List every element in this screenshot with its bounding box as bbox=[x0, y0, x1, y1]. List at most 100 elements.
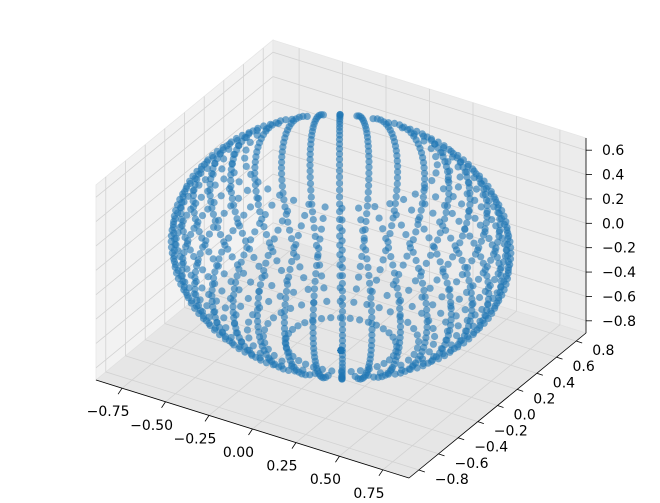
x-tick-label: 0.50 bbox=[310, 472, 341, 488]
scatter-point bbox=[187, 230, 195, 239]
z-tick-label: 0.6 bbox=[602, 143, 624, 159]
scatter-point bbox=[483, 272, 491, 280]
scatter-point bbox=[215, 255, 223, 263]
scatter-point bbox=[205, 230, 213, 238]
scatter-point bbox=[264, 185, 272, 193]
scatter-point bbox=[179, 277, 187, 285]
scatter-point bbox=[484, 301, 492, 309]
scatter-point bbox=[386, 200, 394, 208]
scatter-point bbox=[235, 265, 243, 273]
scatter-point bbox=[304, 285, 312, 293]
scatter-point bbox=[254, 300, 262, 308]
scatter-point bbox=[273, 257, 281, 265]
scatter-point bbox=[213, 261, 221, 269]
x-tick-label: 0.25 bbox=[266, 459, 297, 475]
scatter-point bbox=[254, 317, 262, 325]
scatter-point bbox=[477, 237, 485, 245]
scatter-point bbox=[397, 221, 405, 229]
y-tick-mark bbox=[576, 340, 583, 344]
scatter-point bbox=[281, 330, 289, 338]
scatter-point bbox=[338, 279, 346, 288]
scatter-point bbox=[307, 186, 315, 194]
scatter-point bbox=[218, 165, 226, 173]
scatter-point bbox=[225, 145, 233, 153]
scatter-point bbox=[318, 272, 326, 280]
scatter-point bbox=[292, 241, 300, 249]
scatter-point bbox=[491, 276, 499, 284]
scatter-point bbox=[492, 222, 500, 230]
scatter-point bbox=[421, 175, 429, 183]
scatter-point bbox=[380, 359, 388, 368]
scatter-point bbox=[368, 314, 376, 322]
scatter-point bbox=[305, 200, 313, 208]
scatter-point bbox=[310, 292, 318, 300]
scatter-point bbox=[497, 283, 505, 291]
scatter-point bbox=[438, 293, 446, 301]
scatter-point bbox=[280, 196, 288, 204]
scatter-point bbox=[405, 286, 413, 294]
scatter-point bbox=[356, 316, 364, 324]
scatter-point bbox=[190, 224, 198, 232]
scatter-point bbox=[365, 271, 373, 280]
scatter-point bbox=[461, 306, 469, 314]
scatter-point bbox=[244, 294, 252, 303]
scatter-point bbox=[420, 225, 428, 233]
scatter-point bbox=[367, 294, 375, 302]
scatter-point bbox=[309, 216, 317, 224]
scatter-point bbox=[338, 301, 347, 309]
scatter-point bbox=[243, 326, 251, 334]
scatter-point bbox=[229, 308, 237, 316]
scatter-point bbox=[356, 262, 364, 271]
scatter-point bbox=[204, 205, 212, 213]
scatter-point bbox=[335, 193, 344, 201]
scatter-point bbox=[197, 193, 205, 201]
scatter-point bbox=[476, 293, 484, 302]
scatter-point bbox=[254, 178, 262, 186]
scatter-point bbox=[394, 162, 402, 170]
scatter-point bbox=[191, 174, 199, 182]
scatter-point bbox=[228, 195, 236, 203]
scatter-point bbox=[237, 258, 245, 266]
scatter-point bbox=[255, 262, 263, 270]
z-tick-label: 0.2 bbox=[602, 192, 624, 208]
scatter-point bbox=[228, 159, 236, 168]
scatter-point bbox=[255, 328, 263, 336]
scatter-point bbox=[383, 291, 391, 300]
scatter-point bbox=[496, 288, 504, 296]
scatter-point bbox=[404, 356, 413, 364]
scatter-point bbox=[429, 340, 437, 348]
scatter-point bbox=[254, 194, 262, 202]
z-tick-label: −0.8 bbox=[602, 314, 636, 330]
scatter-point bbox=[365, 158, 373, 166]
scatter-point bbox=[216, 231, 225, 239]
scatter-point bbox=[423, 306, 431, 314]
scatter-point bbox=[227, 176, 235, 185]
scatter-point bbox=[230, 314, 238, 322]
scatter-point bbox=[455, 295, 463, 303]
scatter-point bbox=[393, 157, 401, 165]
scatter-point bbox=[396, 323, 405, 331]
scatter-point bbox=[470, 174, 478, 182]
scatter-point bbox=[495, 294, 503, 302]
scatter-point bbox=[433, 250, 441, 258]
scatter-point bbox=[195, 181, 203, 189]
scatter-point bbox=[439, 265, 447, 273]
scatter-point bbox=[429, 301, 437, 309]
scatter-point bbox=[247, 170, 255, 178]
scatter-point bbox=[364, 263, 372, 271]
scatter-point bbox=[268, 201, 276, 209]
scatter-point bbox=[277, 266, 286, 275]
scatter-point bbox=[278, 217, 286, 225]
scatter-point bbox=[204, 273, 212, 281]
y-tick-mark bbox=[497, 405, 504, 408]
scatter-point bbox=[482, 184, 490, 192]
scatter-point bbox=[253, 312, 261, 320]
scatter-point bbox=[338, 342, 347, 350]
scatter-point bbox=[497, 271, 505, 279]
scatter-point bbox=[278, 170, 286, 178]
scatter-point bbox=[267, 243, 275, 251]
scatter-point bbox=[306, 167, 314, 175]
scatter-point bbox=[191, 285, 199, 293]
z-grid-line bbox=[95, 222, 587, 369]
scatter-point bbox=[394, 291, 402, 299]
